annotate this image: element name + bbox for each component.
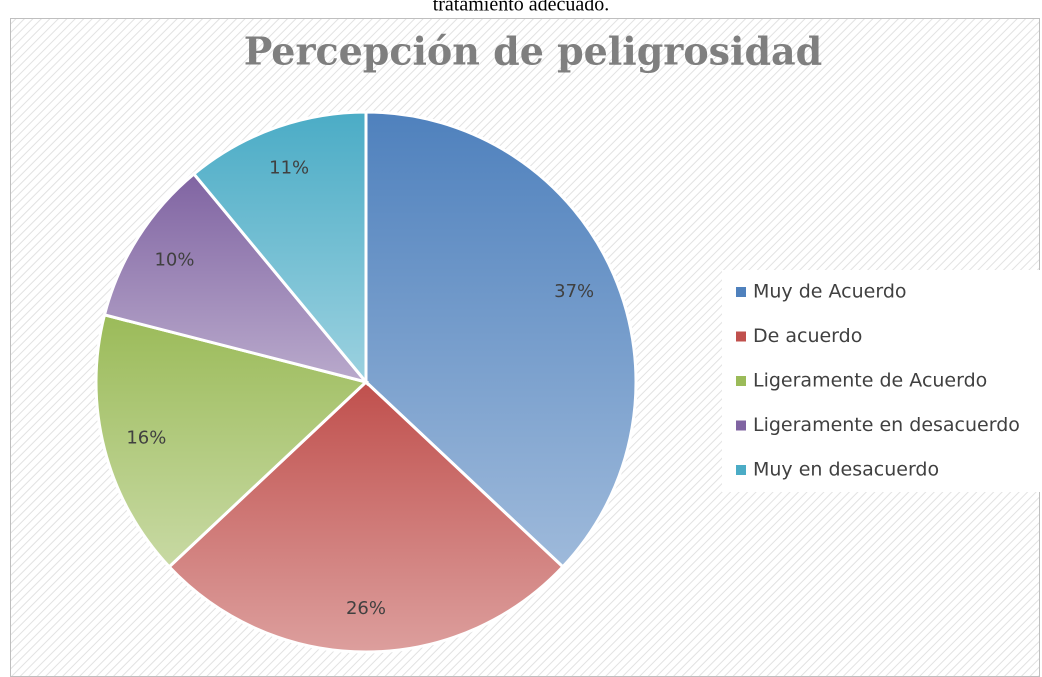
legend-swatch [736,465,746,475]
legend-swatch [736,331,746,342]
legend-label: Muy en desacuerdo [753,459,939,481]
slice-shade [169,382,563,652]
data-label: 26% [346,598,386,619]
data-label: 37% [554,281,594,302]
slice-shade [366,112,636,567]
legend-label: Ligeramente de Acuerdo [753,370,987,392]
pie: 37% 26% 16% 10% 11% [94,110,638,654]
legend: Muy de Acuerdo De acuerdo Ligeramente de A… [736,281,1020,481]
data-label: 16% [126,427,166,448]
legend-swatch [736,376,746,386]
legend-box [722,270,1040,492]
chart-title: Percepción de peligrosidad [244,29,823,74]
legend-label: Ligeramente en desacuerdo [753,414,1020,436]
legend-swatch [736,420,746,431]
legend-label: Muy de Acuerdo [753,281,907,303]
slice-shade [96,314,366,567]
data-label: 10% [154,249,194,270]
legend-swatch [736,287,746,297]
data-label: 11% [269,158,309,179]
slice-shade [104,173,366,382]
legend-label: De acuerdo [753,325,862,347]
document-text: tratamiento adecuado. [433,0,610,16]
slice-shade [193,112,366,382]
